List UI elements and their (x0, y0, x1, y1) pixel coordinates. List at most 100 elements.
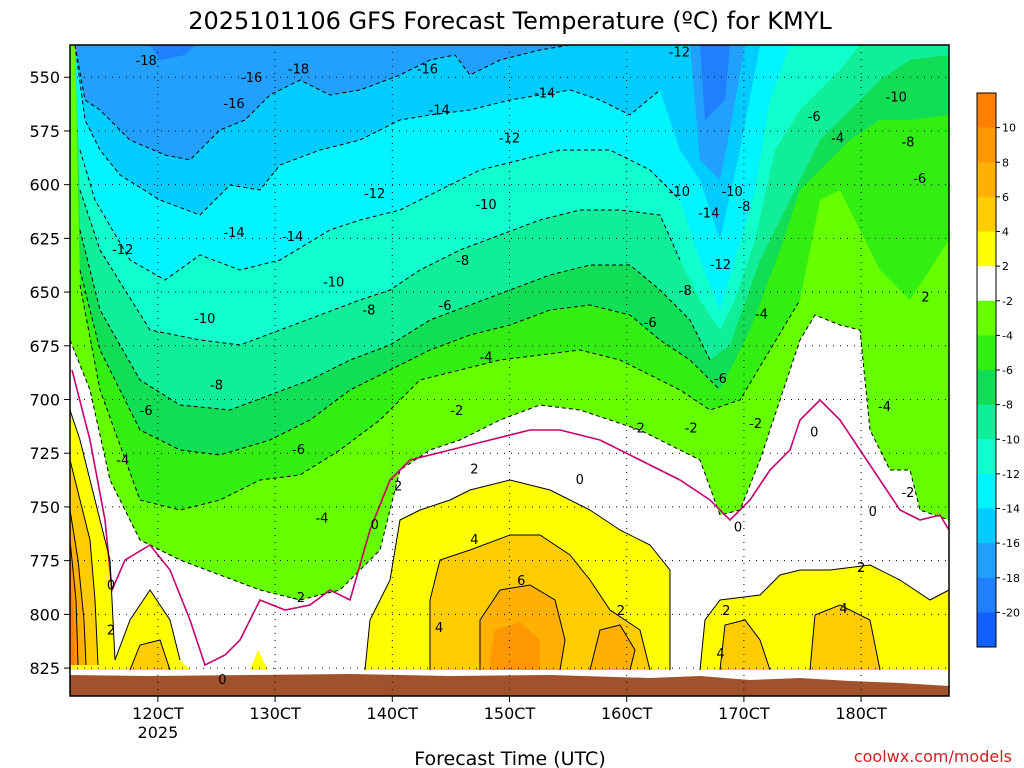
colorbar-tick-label: 10 (1002, 122, 1016, 135)
colorbar-swatch (977, 266, 996, 302)
temperature-fill (70, 45, 949, 696)
contour-labels: -18-16-18 -16-12-16 -14-14 -10-6-12 -4 -8-6-1… (107, 45, 930, 687)
colorbar-swatch (977, 473, 996, 509)
colorbar-tick-label: 2 (1002, 260, 1009, 273)
contour-label: 2 (722, 604, 730, 619)
contour-zero (71, 369, 949, 667)
contour-plus-warm-2 (70, 509, 87, 666)
chart-title: 2025101106 GFS Forecast Temperature (ºC)… (188, 7, 832, 35)
contour-plus-4c (719, 619, 771, 671)
colorbar-tick-label: -6 (1002, 364, 1013, 377)
colorbar-swatch (977, 300, 996, 336)
contour-label: 0 (218, 673, 226, 688)
contour-label: -8 (210, 378, 223, 393)
contour-label: -14 (429, 103, 450, 118)
colorbar-swatch (977, 508, 996, 544)
colorbar-swatch (977, 543, 996, 579)
contour-plus-4 (429, 534, 651, 671)
contour-label: 4 (470, 533, 478, 548)
contour-label: -10 (669, 185, 690, 200)
contour-label: -2 (749, 417, 762, 432)
contour-label: 2 (921, 290, 929, 305)
contour-label: -10 (722, 185, 743, 200)
contour-minus-12 (79, 149, 681, 281)
colorbar-tick-label: -4 (1002, 329, 1013, 342)
y-tick-label: 775 (29, 552, 60, 571)
contour-label: -8 (362, 303, 375, 318)
y-tick-label: 575 (29, 122, 60, 141)
x-tick-label: 160CT (601, 704, 653, 723)
plot-area: -18-16-18 -16-12-16 -14-14 -10-6-12 -4 -8-6-1… (69, 44, 950, 697)
contour-minus-14 (74, 45, 661, 216)
contour-label: -6 (644, 316, 657, 331)
contour-plus-warm-1 (70, 459, 99, 666)
contour-label: -4 (755, 308, 768, 323)
contour-label: -14 (282, 230, 303, 245)
contour-label: 0 (869, 505, 877, 520)
contour-label: -4 (831, 131, 844, 146)
contour-label: -6 (808, 110, 821, 125)
contour-label: -16 (417, 63, 438, 78)
y-tick-label: 550 (29, 68, 60, 87)
ground (70, 674, 949, 696)
contour-label: 2 (470, 462, 478, 477)
contour-minus-8 (79, 229, 711, 411)
x-axis-label: Forecast Time (UTC) (414, 748, 605, 768)
contour-label: -16 (223, 97, 244, 112)
y-axis: 550 575 600 625 650 675 700 725 750 775 800 825 (29, 68, 70, 678)
x-tick-label: 170CT (718, 704, 770, 723)
contour-label: 0 (576, 473, 584, 488)
contour-plus-2 (70, 409, 181, 661)
contour-label: 4 (435, 621, 443, 636)
colorbar-tick-label: 4 (1002, 226, 1009, 239)
contour-minus-10 (79, 189, 681, 346)
colorbar-tick-label: -20 (1002, 606, 1020, 619)
x-tick-label: 140CT (367, 704, 419, 723)
colorbar-tick-label: 8 (1002, 156, 1009, 169)
colorbar-swatch (977, 439, 996, 475)
x-tick-label: 150CT (484, 704, 536, 723)
colorbar-swatch (977, 612, 996, 648)
contour-label: 2 (394, 479, 402, 494)
contour-minus-6 (79, 269, 721, 456)
contour-minus-16 (74, 45, 571, 161)
contour-label: -2 (632, 421, 645, 436)
contour-label: -2 (901, 486, 914, 501)
contour-label: -12 (112, 243, 133, 258)
contour-label: -12 (710, 258, 731, 273)
contour-minus-2 (70, 314, 949, 601)
contour-label: -6 (140, 404, 153, 419)
contour-label: -4 (116, 454, 129, 469)
contour-plus-2c (699, 564, 949, 671)
contour-label: 2 (857, 561, 865, 576)
colorbar-tick-label: -14 (1002, 503, 1020, 516)
colorbar-swatch (977, 370, 996, 406)
contour-label: -2 (292, 591, 305, 606)
colorbar-tick-label: -2 (1002, 295, 1013, 308)
colorbar: 10 8 6 4 2 -2 -4 -6 -8 -10 -12 -14 -16 -18 -20 (976, 92, 1020, 648)
colorbar-tick-label: -18 (1002, 572, 1020, 585)
colorbar-swatch (977, 577, 996, 613)
contour-label: -2 (450, 404, 463, 419)
colorbar-swatch (977, 162, 996, 198)
contour-label: -4 (315, 512, 328, 527)
contour-label: -14 (534, 86, 555, 101)
contour-label: 0 (810, 426, 818, 441)
band-4-to-6 (70, 460, 880, 670)
y-tick-label: 675 (29, 337, 60, 356)
contour-label: -12 (364, 187, 385, 202)
contour-plus-warm-3 (70, 539, 79, 666)
contour-label: -6 (714, 372, 727, 387)
contour-label: -10 (323, 275, 344, 290)
x-tick-label: 120CT (132, 704, 184, 723)
contour-label: -16 (241, 71, 262, 86)
contour-plus-2b (364, 479, 671, 671)
contour-label: -18 (136, 54, 157, 69)
colorbar-swatch (977, 93, 996, 129)
band-6-to-8 (70, 510, 635, 670)
contour-label: -14 (223, 226, 244, 241)
contour-label: -10 (194, 312, 215, 327)
y-tick-label: 750 (29, 498, 60, 517)
band-10-to-12 (70, 570, 75, 665)
